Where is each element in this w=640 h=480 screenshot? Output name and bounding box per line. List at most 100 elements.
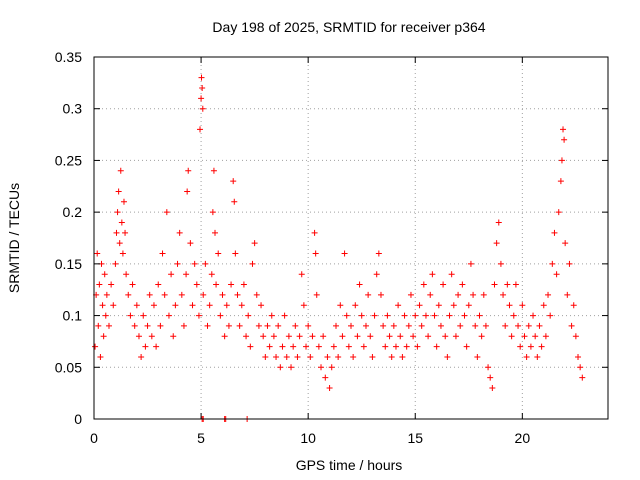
data-point bbox=[493, 240, 500, 247]
data-point bbox=[502, 322, 509, 329]
data-point bbox=[343, 312, 350, 319]
data-point bbox=[260, 333, 267, 340]
data-point bbox=[290, 343, 297, 350]
data-points bbox=[92, 74, 586, 422]
data-point bbox=[210, 167, 217, 174]
data-point bbox=[480, 291, 487, 298]
data-point bbox=[155, 281, 162, 288]
data-point bbox=[572, 333, 579, 340]
data-point bbox=[213, 281, 220, 288]
data-point bbox=[97, 353, 104, 360]
data-point bbox=[110, 302, 117, 309]
data-point bbox=[100, 333, 107, 340]
y-tick-label: 0.35 bbox=[55, 49, 82, 65]
data-point bbox=[117, 167, 124, 174]
data-point bbox=[401, 312, 408, 319]
data-point bbox=[96, 281, 103, 288]
data-point bbox=[485, 364, 492, 371]
x-axis-ticks: 0 5 10 15 20 bbox=[90, 57, 530, 446]
data-point bbox=[206, 302, 213, 309]
x-axis-label: GPS time / hours bbox=[296, 457, 403, 473]
data-point bbox=[223, 302, 230, 309]
data-point bbox=[178, 291, 185, 298]
data-point bbox=[165, 312, 172, 319]
data-point bbox=[545, 291, 552, 298]
data-point bbox=[495, 219, 502, 226]
data-point bbox=[270, 333, 277, 340]
data-point bbox=[448, 271, 455, 278]
data-point bbox=[129, 281, 136, 288]
data-point bbox=[95, 322, 102, 329]
data-point bbox=[506, 302, 513, 309]
data-point bbox=[94, 250, 101, 257]
data-point bbox=[197, 126, 204, 133]
data-point bbox=[240, 281, 247, 288]
data-point bbox=[266, 343, 273, 350]
data-point bbox=[517, 343, 524, 350]
data-point bbox=[407, 291, 414, 298]
data-point bbox=[358, 312, 365, 319]
data-point bbox=[433, 343, 440, 350]
data-point bbox=[283, 353, 290, 360]
data-point bbox=[313, 291, 320, 298]
data-point bbox=[444, 353, 451, 360]
data-point bbox=[497, 260, 504, 267]
data-point bbox=[459, 281, 466, 288]
x-tick-label: 5 bbox=[197, 430, 205, 446]
data-point bbox=[390, 322, 397, 329]
data-point bbox=[527, 343, 534, 350]
data-point bbox=[103, 291, 110, 298]
data-point bbox=[508, 333, 515, 340]
data-point bbox=[228, 281, 235, 288]
data-point bbox=[561, 136, 568, 143]
data-point bbox=[560, 126, 567, 133]
x-tick-label: 15 bbox=[407, 430, 423, 446]
data-point bbox=[219, 291, 226, 298]
data-point bbox=[429, 271, 436, 278]
data-point bbox=[326, 384, 333, 391]
data-point bbox=[120, 198, 127, 205]
x-tick-label: 20 bbox=[515, 430, 531, 446]
data-point bbox=[249, 260, 256, 267]
data-point bbox=[322, 374, 329, 381]
data-point bbox=[414, 343, 421, 350]
y-tick-label: 0.15 bbox=[55, 256, 82, 272]
data-point bbox=[362, 322, 369, 329]
data-point bbox=[131, 322, 138, 329]
data-point bbox=[135, 333, 142, 340]
data-point bbox=[491, 281, 498, 288]
data-point bbox=[133, 302, 140, 309]
data-point bbox=[337, 302, 344, 309]
data-point bbox=[482, 322, 489, 329]
data-point bbox=[530, 312, 537, 319]
data-point bbox=[375, 250, 382, 257]
data-point bbox=[114, 209, 121, 216]
data-point bbox=[140, 312, 147, 319]
data-point bbox=[386, 333, 393, 340]
data-point bbox=[305, 322, 312, 329]
x-tick-label: 0 bbox=[90, 430, 98, 446]
data-point bbox=[575, 353, 582, 360]
data-point bbox=[335, 353, 342, 360]
data-point bbox=[292, 322, 299, 329]
y-axis-ticks: 0 0.05 0.1 0.15 0.2 0.25 0.3 0.35 bbox=[55, 49, 608, 427]
data-point bbox=[285, 333, 292, 340]
data-point bbox=[215, 250, 222, 257]
y-tick-label: 0.25 bbox=[55, 152, 82, 168]
data-point bbox=[540, 302, 547, 309]
data-point bbox=[405, 322, 412, 329]
data-point bbox=[161, 291, 168, 298]
data-point bbox=[566, 260, 573, 267]
data-point bbox=[446, 312, 453, 319]
data-point bbox=[442, 333, 449, 340]
grid-lines bbox=[94, 57, 608, 419]
data-point bbox=[558, 157, 565, 164]
data-point bbox=[397, 333, 404, 340]
data-point bbox=[553, 271, 560, 278]
data-point bbox=[255, 322, 262, 329]
data-point bbox=[562, 240, 569, 247]
data-point bbox=[395, 302, 402, 309]
data-point bbox=[189, 302, 196, 309]
